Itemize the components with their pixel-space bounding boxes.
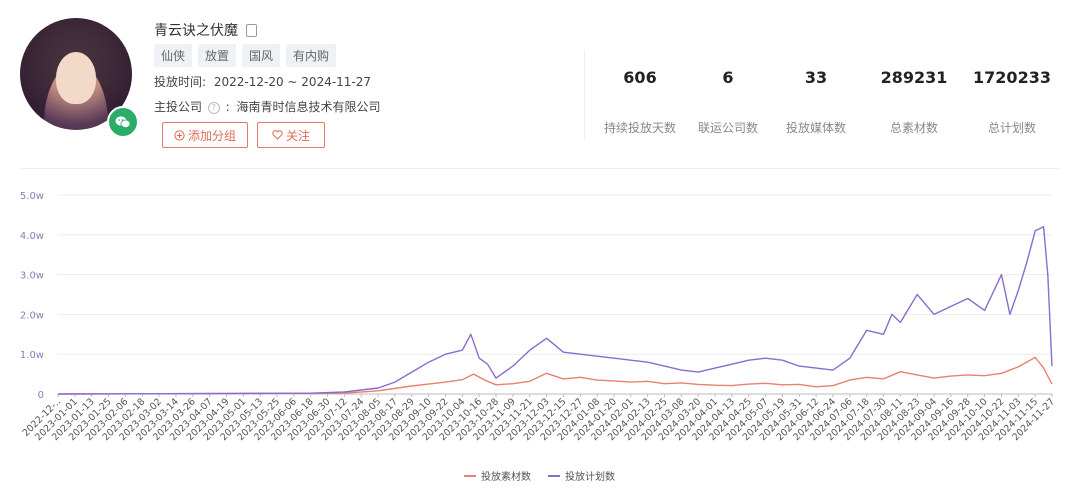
company-separator: :: [225, 100, 230, 114]
date-range: 2022-12-20 ~ 2024-11-27: [213, 75, 372, 89]
stat-plans: 1720233 总计划数: [957, 68, 1067, 136]
game-avatar: [20, 18, 132, 130]
add-group-label: 添加分组: [187, 128, 236, 143]
tag-list: 仙侠 放置 国风 有内购: [154, 44, 337, 67]
legend-label: 投放素材数: [481, 470, 531, 483]
avatar-face: [56, 52, 96, 104]
tag: 国风: [242, 44, 281, 67]
tag: 有内购: [286, 44, 337, 67]
help-icon[interactable]: ?: [207, 101, 220, 114]
y-tick-label: 1.0w: [20, 350, 44, 361]
copy-icon[interactable]: [246, 23, 257, 37]
stat-value: 1720233: [973, 68, 1051, 87]
heart-icon: [272, 130, 283, 140]
legend-label: 投放计划数: [565, 470, 615, 483]
horizontal-divider: [20, 168, 1060, 169]
stat-value: 6: [722, 68, 734, 87]
y-tick-label: 5.0w: [20, 191, 44, 202]
y-tick-label: 3.0w: [20, 271, 44, 282]
company-info: 主投公司 ? : 海南青时信息技术有限公司: [154, 98, 381, 115]
add-group-button[interactable]: 添加分组: [162, 122, 248, 148]
tag: 放置: [198, 44, 237, 67]
wechat-icon: [107, 106, 139, 138]
stat-value: 33: [804, 68, 828, 87]
stat-label: 总计划数: [987, 121, 1036, 135]
series-line-materials: [57, 356, 1053, 395]
vertical-divider: [584, 50, 585, 140]
stat-label: 投放媒体数: [785, 121, 846, 135]
y-tick-label: 0: [38, 390, 44, 401]
tag: 仙侠: [154, 44, 193, 67]
date-label: 投放时间:: [154, 75, 207, 89]
follow-button[interactable]: 关注: [257, 122, 325, 148]
stat-label: 联运公司数: [697, 121, 758, 135]
game-title-row: 青云诀之伏魔: [154, 20, 257, 40]
stat-media: 33 投放媒体数: [761, 68, 871, 136]
stat-companies: 6 联运公司数: [673, 68, 783, 136]
stat-days: 606 持续投放天数: [585, 68, 695, 136]
game-title: 青云诀之伏魔: [154, 23, 238, 39]
y-tick-label: 4.0w: [20, 231, 44, 242]
series-line-plans: [57, 226, 1053, 395]
stat-label: 总素材数: [889, 121, 938, 135]
company-label: 主投公司: [154, 100, 203, 114]
plus-circle-icon: [174, 129, 185, 141]
y-tick-label: 2.0w: [20, 310, 44, 321]
stat-materials: 289231 总素材数: [859, 68, 969, 136]
follow-label: 关注: [285, 128, 310, 143]
company-name: 海南青时信息技术有限公司: [236, 100, 381, 114]
stat-label: 持续投放天数: [603, 121, 676, 135]
trend-chart: 01.0w2.0w3.0w4.0w5.0w2022-12-..2023-01-0…: [20, 191, 1057, 483]
stat-value: 289231: [880, 68, 948, 87]
date-info: 投放时间: 2022-12-20 ~ 2024-11-27: [154, 73, 371, 90]
stat-value: 606: [623, 68, 657, 87]
